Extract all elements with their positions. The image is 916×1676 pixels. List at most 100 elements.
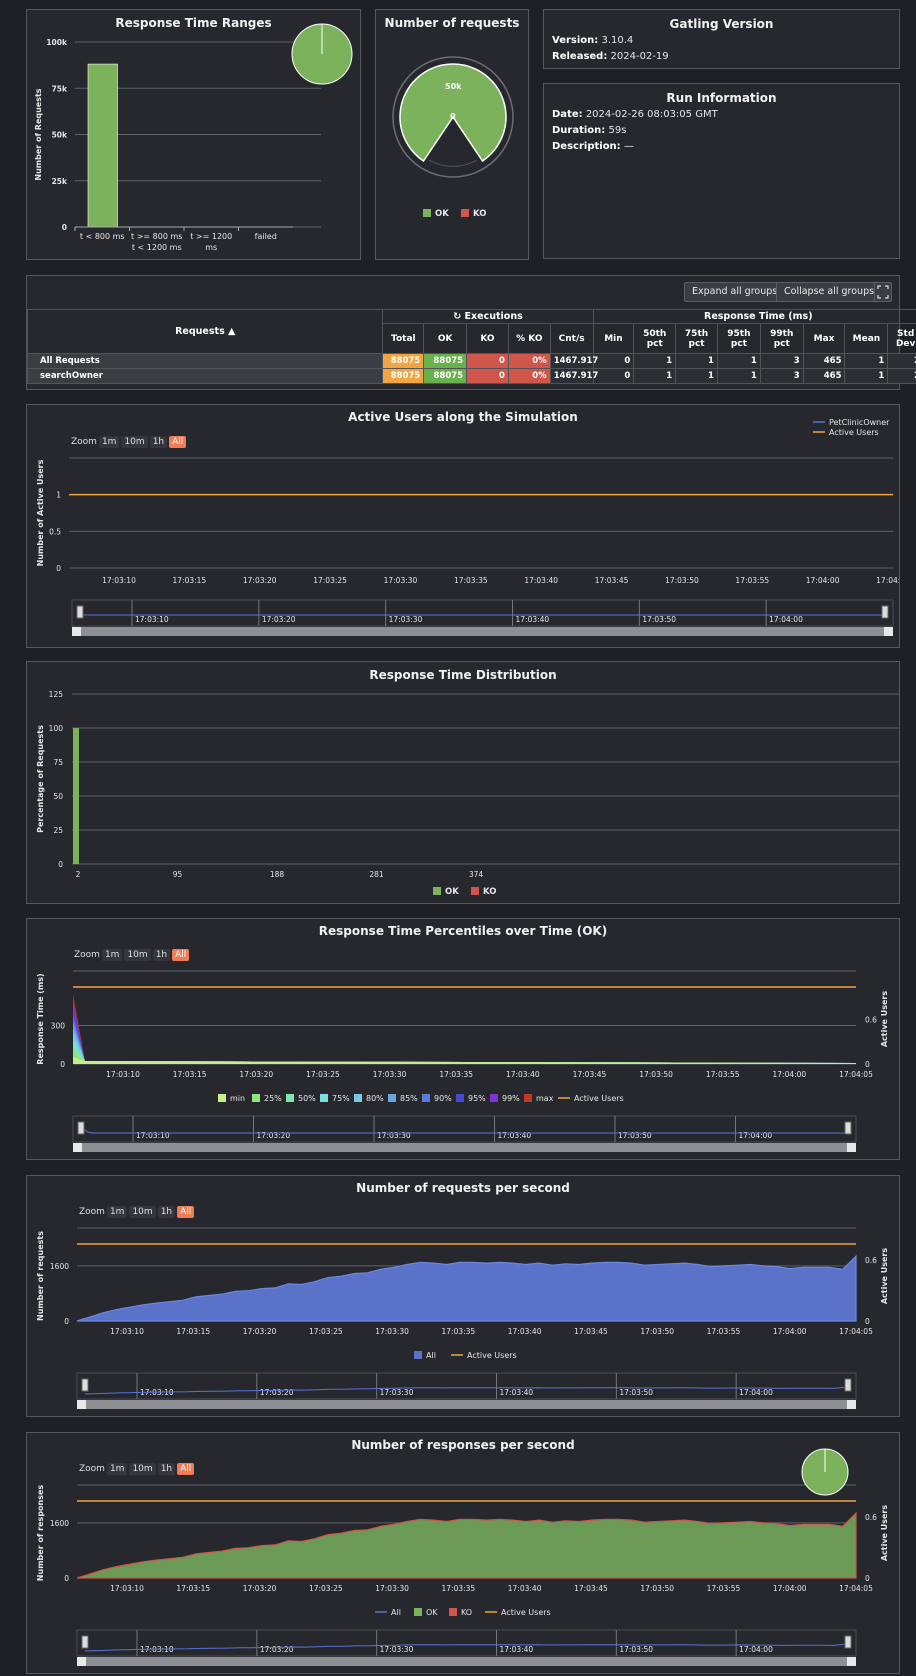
column-header[interactable]: 50th pct: [633, 323, 677, 354]
y2-axis-label: Active Users: [880, 1505, 889, 1562]
column-header[interactable]: KO: [466, 323, 509, 354]
zoom-1h-button[interactable]: 1h: [149, 436, 168, 448]
column-header[interactable]: % KO: [507, 323, 551, 354]
x-tick-label: 17:03:30: [384, 576, 418, 585]
zoom-1h-button[interactable]: 1h: [157, 1463, 176, 1475]
zoom-1m-button[interactable]: 1m: [101, 949, 123, 961]
y-tick-label: 0: [56, 564, 61, 573]
scroll-right-button: [847, 1657, 856, 1666]
table-row[interactable]: searchOwner 88075 88075 0 0% 1467.917 0 1 1 1 3 465…: [26, 368, 916, 384]
legend-ok-swatch: [433, 887, 441, 895]
number-of-requests-pie: 50k 0 OK KO: [392, 56, 514, 219]
zoom-1h-button[interactable]: 1h: [152, 949, 171, 961]
column-header[interactable]: 75th pct: [675, 323, 718, 354]
y-axis-label: Number of requests: [36, 1231, 45, 1321]
y-tick-label: 50k: [52, 131, 68, 140]
requests-header[interactable]: Requests ▲: [26, 309, 384, 354]
x-tick-label: 17:04:00: [773, 1070, 807, 1079]
column-header[interactable]: 99th pct: [759, 323, 804, 354]
x-tick-label: 17:03:40: [508, 1327, 542, 1336]
column-header[interactable]: OK: [423, 323, 468, 354]
expand-all-groups-button[interactable]: Expand all groups: [684, 282, 786, 302]
column-header[interactable]: Mean: [844, 323, 889, 354]
navigator-label: 17:03:20: [262, 615, 296, 624]
duration-value: 59s: [608, 125, 627, 136]
column-header[interactable]: 95th pct: [716, 323, 761, 354]
column-header[interactable]: Cnt/s: [549, 323, 594, 354]
y2-tick-label: 0.6: [865, 1256, 877, 1265]
navigator-handle-right: [881, 605, 889, 619]
zoom-1h-button[interactable]: 1h: [157, 1206, 176, 1218]
x-tick-label: 17:03:25: [309, 1584, 343, 1593]
cell-ok: 88075: [423, 368, 468, 384]
response-time-ranges-panel: Response Time Ranges 100k 75k 50k 25k 0 Numbe…: [26, 9, 361, 260]
zoom-1m-button[interactable]: 1m: [106, 1463, 128, 1475]
column-header[interactable]: Total: [382, 323, 425, 354]
legend-swatch: [286, 1094, 294, 1102]
x-tick-label: 17:03:55: [735, 576, 769, 585]
zoom-all-button[interactable]: All: [177, 1206, 195, 1218]
zoom-controls: Zoom 1m 10m 1h All: [71, 436, 187, 448]
navigator-handle-left: [77, 1121, 85, 1135]
collapse-all-groups-button[interactable]: Collapse all groups: [776, 282, 883, 302]
legend-item: 80%: [366, 1094, 384, 1103]
date-row: Date: 2024-02-26 08:03:05 GMT: [552, 109, 718, 120]
legend-swatch: [354, 1094, 362, 1102]
requests-per-second-panel: Number of requests per second Zoom 1m 10m 1…: [26, 1175, 900, 1417]
legend-swatch: [252, 1094, 260, 1102]
zoom-all-button[interactable]: All: [169, 436, 187, 448]
x-tick-label: t >= 800 ms: [131, 232, 182, 241]
cell-std: 2: [887, 368, 916, 384]
zoom-all-button[interactable]: All: [177, 1463, 195, 1475]
legend-item: 50%: [298, 1094, 316, 1103]
navigator-label: 17:04:00: [739, 1645, 773, 1654]
x-tick-label: t < 1200 ms: [132, 243, 182, 252]
zoom-label: Zoom: [71, 437, 97, 447]
legend-item: 90%: [434, 1094, 452, 1103]
response-time-distribution-title: Response Time Distribution: [369, 668, 557, 682]
y-tick-label: 0: [62, 223, 67, 232]
zoom-all-button[interactable]: All: [172, 949, 190, 961]
percentile-area: [73, 1022, 856, 1064]
y2-tick-label: 0: [865, 1060, 870, 1069]
percentile-area: [73, 1057, 856, 1064]
zoom-10m-button[interactable]: 10m: [129, 1463, 156, 1475]
column-header[interactable]: Min: [592, 323, 635, 354]
y-axis-label: Percentage of Requests: [36, 725, 45, 833]
request-name[interactable]: All Requests: [26, 353, 384, 369]
cell-total: 88075: [382, 368, 425, 384]
zoom-1m-button[interactable]: 1m: [98, 436, 120, 448]
navigator-label: 17:03:20: [260, 1645, 294, 1654]
duration-label: Duration:: [552, 125, 606, 136]
zoom-10m-button[interactable]: 10m: [129, 1206, 156, 1218]
y2-axis-label: Active Users: [880, 1248, 889, 1305]
cell-p50: 1: [633, 353, 677, 369]
zoom-10m-button[interactable]: 10m: [121, 436, 148, 448]
x-tick-label: 17:03:35: [454, 576, 488, 585]
legend-swatch: [524, 1094, 532, 1102]
version-row: Version: 3.10.4: [552, 35, 633, 46]
navigator: [76, 1372, 857, 1400]
column-header[interactable]: Std Dev: [887, 323, 916, 354]
scroll-right-button: [847, 1143, 856, 1152]
y-tick-label: 100k: [46, 38, 68, 47]
y-tick-label: 25: [53, 826, 63, 835]
table-row[interactable]: All Requests 88075 88075 0 0% 1467.917 0 1 1 1 3 46…: [26, 353, 916, 369]
zoom-10m-button[interactable]: 10m: [124, 949, 151, 961]
x-tick-label: 17:04:00: [773, 1327, 807, 1336]
cell-pko: 0%: [507, 368, 551, 384]
navigator-label: 17:03:50: [619, 1388, 653, 1397]
legend-ko[interactable]: KO: [473, 209, 486, 219]
released-row: Released: 2024-02-19: [552, 51, 669, 62]
navigator-handle-left: [81, 1378, 89, 1392]
x-tick-label: 17:03:30: [375, 1584, 409, 1593]
request-name[interactable]: searchOwner: [26, 368, 384, 384]
x-tick-label: 17:04:05: [876, 576, 899, 585]
zoom-1m-button[interactable]: 1m: [106, 1206, 128, 1218]
x-tick-label: 17:03:25: [306, 1070, 340, 1079]
column-header[interactable]: Max: [802, 323, 846, 354]
x-tick-label: 17:03:35: [442, 1584, 476, 1593]
x-tick-label: 17:03:25: [313, 576, 347, 585]
fullscreen-button[interactable]: [874, 282, 892, 302]
legend-ok[interactable]: OK: [435, 209, 449, 219]
